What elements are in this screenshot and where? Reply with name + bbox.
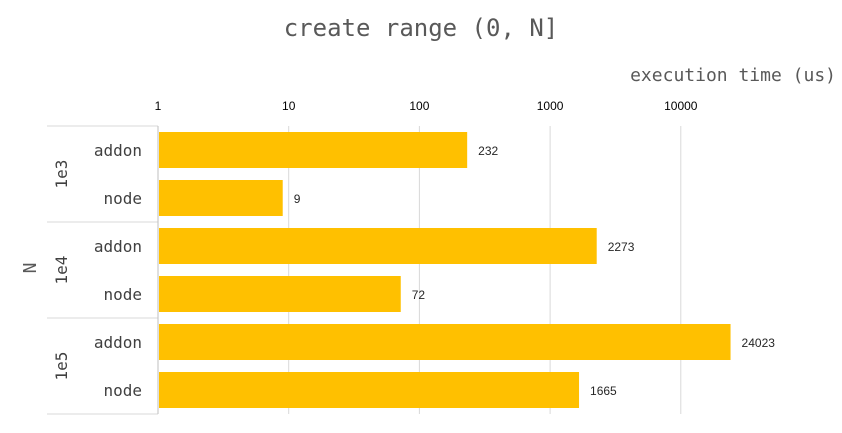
category-label: node — [103, 381, 142, 400]
x-tick-labels: 1 10 100 1000 10000 — [155, 99, 698, 113]
bars: 232 9 2273 72 24023 1665 — [159, 132, 775, 408]
category-label: node — [103, 285, 142, 304]
x-axis-title: execution time (us) — [630, 65, 836, 86]
x-tick-label: 10 — [282, 99, 296, 113]
category-label: node — [103, 189, 142, 208]
data-label: 232 — [478, 144, 498, 158]
grid-lines — [288, 126, 682, 414]
y-axis-title: N — [20, 263, 41, 274]
group-label: 1e5 — [52, 352, 71, 381]
category-label: addon — [94, 237, 142, 256]
bar — [159, 372, 580, 408]
category-axis — [47, 125, 159, 415]
data-label: 72 — [412, 288, 426, 302]
x-tick-label: 1 — [155, 99, 162, 113]
x-tick-label: 10000 — [664, 99, 698, 113]
data-label: 1665 — [590, 384, 617, 398]
chart-title: create range (0, N] — [284, 14, 559, 42]
category-label: addon — [94, 141, 142, 160]
data-label: 24023 — [742, 336, 776, 350]
bar — [159, 180, 283, 216]
bar — [159, 276, 401, 312]
bar — [159, 132, 468, 168]
group-label: 1e4 — [52, 256, 71, 285]
data-label: 9 — [294, 192, 301, 206]
group-label: 1e3 — [52, 160, 71, 189]
category-label: addon — [94, 333, 142, 352]
x-tick-label: 100 — [409, 99, 429, 113]
category-labels: addon node 1e3 addon node 1e4 addon node 1e5 — [52, 141, 142, 400]
bar — [159, 324, 731, 360]
x-tick-label: 1000 — [537, 99, 564, 113]
bar — [159, 228, 597, 264]
data-label: 2273 — [608, 240, 635, 254]
